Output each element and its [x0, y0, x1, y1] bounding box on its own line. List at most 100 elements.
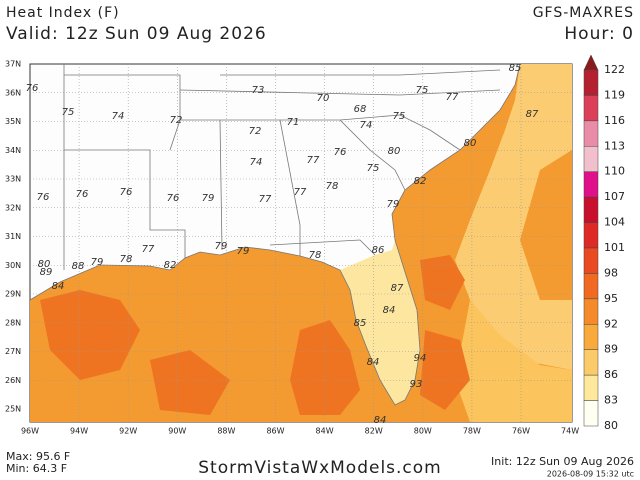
station-value: 79 [91, 257, 104, 268]
lat-label: 35N [5, 117, 21, 126]
state-border [220, 69, 501, 76]
valid-time: Valid: 12z Sun 09 Aug 2026 [6, 24, 267, 44]
colorbar-segment [583, 298, 599, 325]
station-value: 78 [326, 181, 339, 192]
colorbar-label: 95 [604, 292, 618, 305]
station-value: 89 [40, 267, 53, 278]
station-value: 84 [374, 415, 387, 426]
lat-label: 29N [5, 290, 21, 299]
station-value: 75 [367, 163, 380, 174]
station-value: 68 [354, 104, 367, 115]
station-value: 78 [309, 250, 322, 261]
init-time: Init: 12z Sun 09 Aug 2026 [491, 455, 634, 468]
map-title: Heat Index (F) [6, 5, 120, 21]
state-border [219, 119, 223, 251]
colorbar-segment [583, 196, 599, 223]
hot-patch [290, 320, 360, 415]
lon-label: 94W [70, 427, 88, 436]
station-value: 79 [215, 241, 228, 252]
station-value: 88 [72, 261, 85, 272]
colorbar-label: 86 [604, 368, 618, 381]
lat-label: 37N [5, 60, 21, 69]
station-value: 73 [252, 85, 265, 96]
state-border [64, 149, 186, 258]
station-value: 75 [62, 107, 75, 118]
colorbar-segment [583, 222, 599, 249]
station-value: 77 [446, 92, 459, 103]
station-value: 87 [526, 109, 539, 120]
forecast-hour: Hour: 0 [564, 24, 634, 44]
atlantic-band [455, 300, 572, 422]
lon-label: 96W [21, 427, 39, 436]
station-value: 72 [249, 126, 262, 137]
colorbar-label: 92 [604, 317, 618, 330]
lon-label: 74W [561, 427, 579, 436]
hot-patch [150, 350, 230, 415]
lat-label: 30N [5, 261, 21, 270]
station-value: 77 [294, 187, 307, 198]
colorbar-segment [583, 69, 599, 96]
colorbar-label: 122 [604, 63, 625, 76]
colorbar-label: 119 [604, 88, 625, 101]
station-value: 84 [52, 281, 65, 292]
state-border [269, 239, 376, 256]
station-value: 79 [237, 246, 250, 257]
colorbar-label: 80 [604, 419, 618, 432]
colorbar-segment [583, 95, 599, 122]
state-border [339, 119, 406, 191]
lat-label: 31N [5, 232, 21, 241]
station-value: 85 [354, 318, 367, 329]
colorbar: 122 119 116 113 110 107 104 101 98 95 92 89 86 83 80 [583, 54, 625, 432]
state-border [339, 114, 461, 151]
station-value: 93 [410, 379, 423, 390]
coastline [29, 63, 521, 406]
station-value: 76 [120, 187, 133, 198]
lat-label: 27N [5, 347, 21, 356]
lat-label: 33N [5, 175, 21, 184]
florida-land [340, 240, 420, 405]
station-value: 87 [391, 283, 404, 294]
station-value: 80 [464, 138, 477, 149]
station-value: 78 [120, 254, 133, 265]
lon-label: 92W [119, 427, 137, 436]
station-value: 71 [287, 117, 300, 128]
colorbar-segment [583, 349, 599, 376]
station-value: 74 [360, 120, 373, 131]
lat-label: 25N [5, 405, 21, 414]
station-value: 76 [334, 147, 347, 158]
map: 76 75 74 72 73 70 68 75 77 85 87 72 71 74 75 80 76 80 77 74… [26, 63, 573, 426]
state-border [179, 89, 501, 96]
station-value: 94 [414, 353, 427, 364]
lon-label: 80W [414, 427, 432, 436]
station-value: 77 [259, 194, 272, 205]
colorbar-segment [583, 273, 599, 300]
colorbar-label: 101 [604, 241, 625, 254]
station-value: 79 [202, 193, 215, 204]
station-value: 76 [167, 193, 180, 204]
station-value: 84 [383, 305, 396, 316]
colorbar-label: 107 [604, 190, 625, 203]
station-value: 75 [393, 111, 406, 122]
lon-label: 90W [168, 427, 186, 436]
station-value: 82 [164, 260, 177, 271]
lon-label: 76W [512, 427, 530, 436]
state-border [279, 119, 301, 256]
station-value: 86 [372, 245, 385, 256]
site-name: StormVistaWxModels.com [198, 458, 442, 478]
colorbar-label: 83 [604, 394, 618, 407]
colorbar-segment [583, 400, 599, 427]
colorbar-label: 104 [604, 216, 625, 229]
lat-label: 34N [5, 146, 21, 155]
station-value: 79 [387, 199, 400, 210]
colorbar-label: 113 [604, 139, 625, 152]
hot-patch [40, 290, 140, 380]
lon-label: 82W [365, 427, 383, 436]
atlantic-cooler [455, 64, 572, 370]
station-value: 76 [26, 83, 39, 94]
station-value: 70 [317, 93, 330, 104]
lat-label: 26N [5, 376, 21, 385]
lat-label: 28N [5, 318, 21, 327]
colorbar-segment [583, 374, 599, 401]
station-value: 74 [250, 157, 263, 168]
lat-label: 36N [5, 88, 21, 97]
